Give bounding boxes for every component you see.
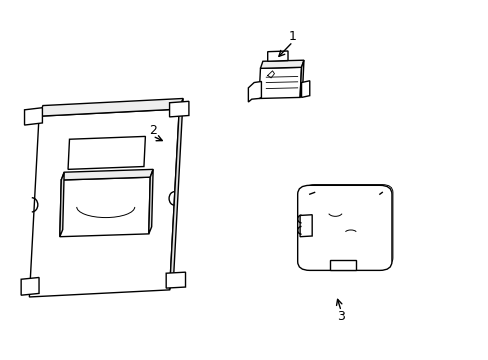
Polygon shape	[169, 101, 188, 117]
Polygon shape	[300, 60, 304, 98]
Polygon shape	[169, 99, 183, 290]
Polygon shape	[39, 99, 183, 116]
Polygon shape	[148, 169, 153, 234]
Polygon shape	[61, 169, 153, 180]
Polygon shape	[301, 81, 309, 98]
Polygon shape	[260, 60, 304, 68]
Polygon shape	[60, 172, 64, 237]
Polygon shape	[248, 81, 261, 102]
Polygon shape	[24, 108, 42, 125]
Polygon shape	[68, 136, 145, 169]
Text: 2: 2	[148, 124, 156, 137]
Polygon shape	[166, 272, 185, 288]
Polygon shape	[300, 215, 311, 237]
Polygon shape	[21, 278, 39, 295]
FancyBboxPatch shape	[297, 185, 391, 270]
Polygon shape	[267, 51, 287, 61]
Polygon shape	[60, 177, 150, 237]
Text: 1: 1	[288, 30, 296, 43]
Polygon shape	[259, 67, 301, 99]
Polygon shape	[329, 260, 355, 270]
Text: 3: 3	[337, 310, 345, 323]
Polygon shape	[29, 109, 179, 297]
